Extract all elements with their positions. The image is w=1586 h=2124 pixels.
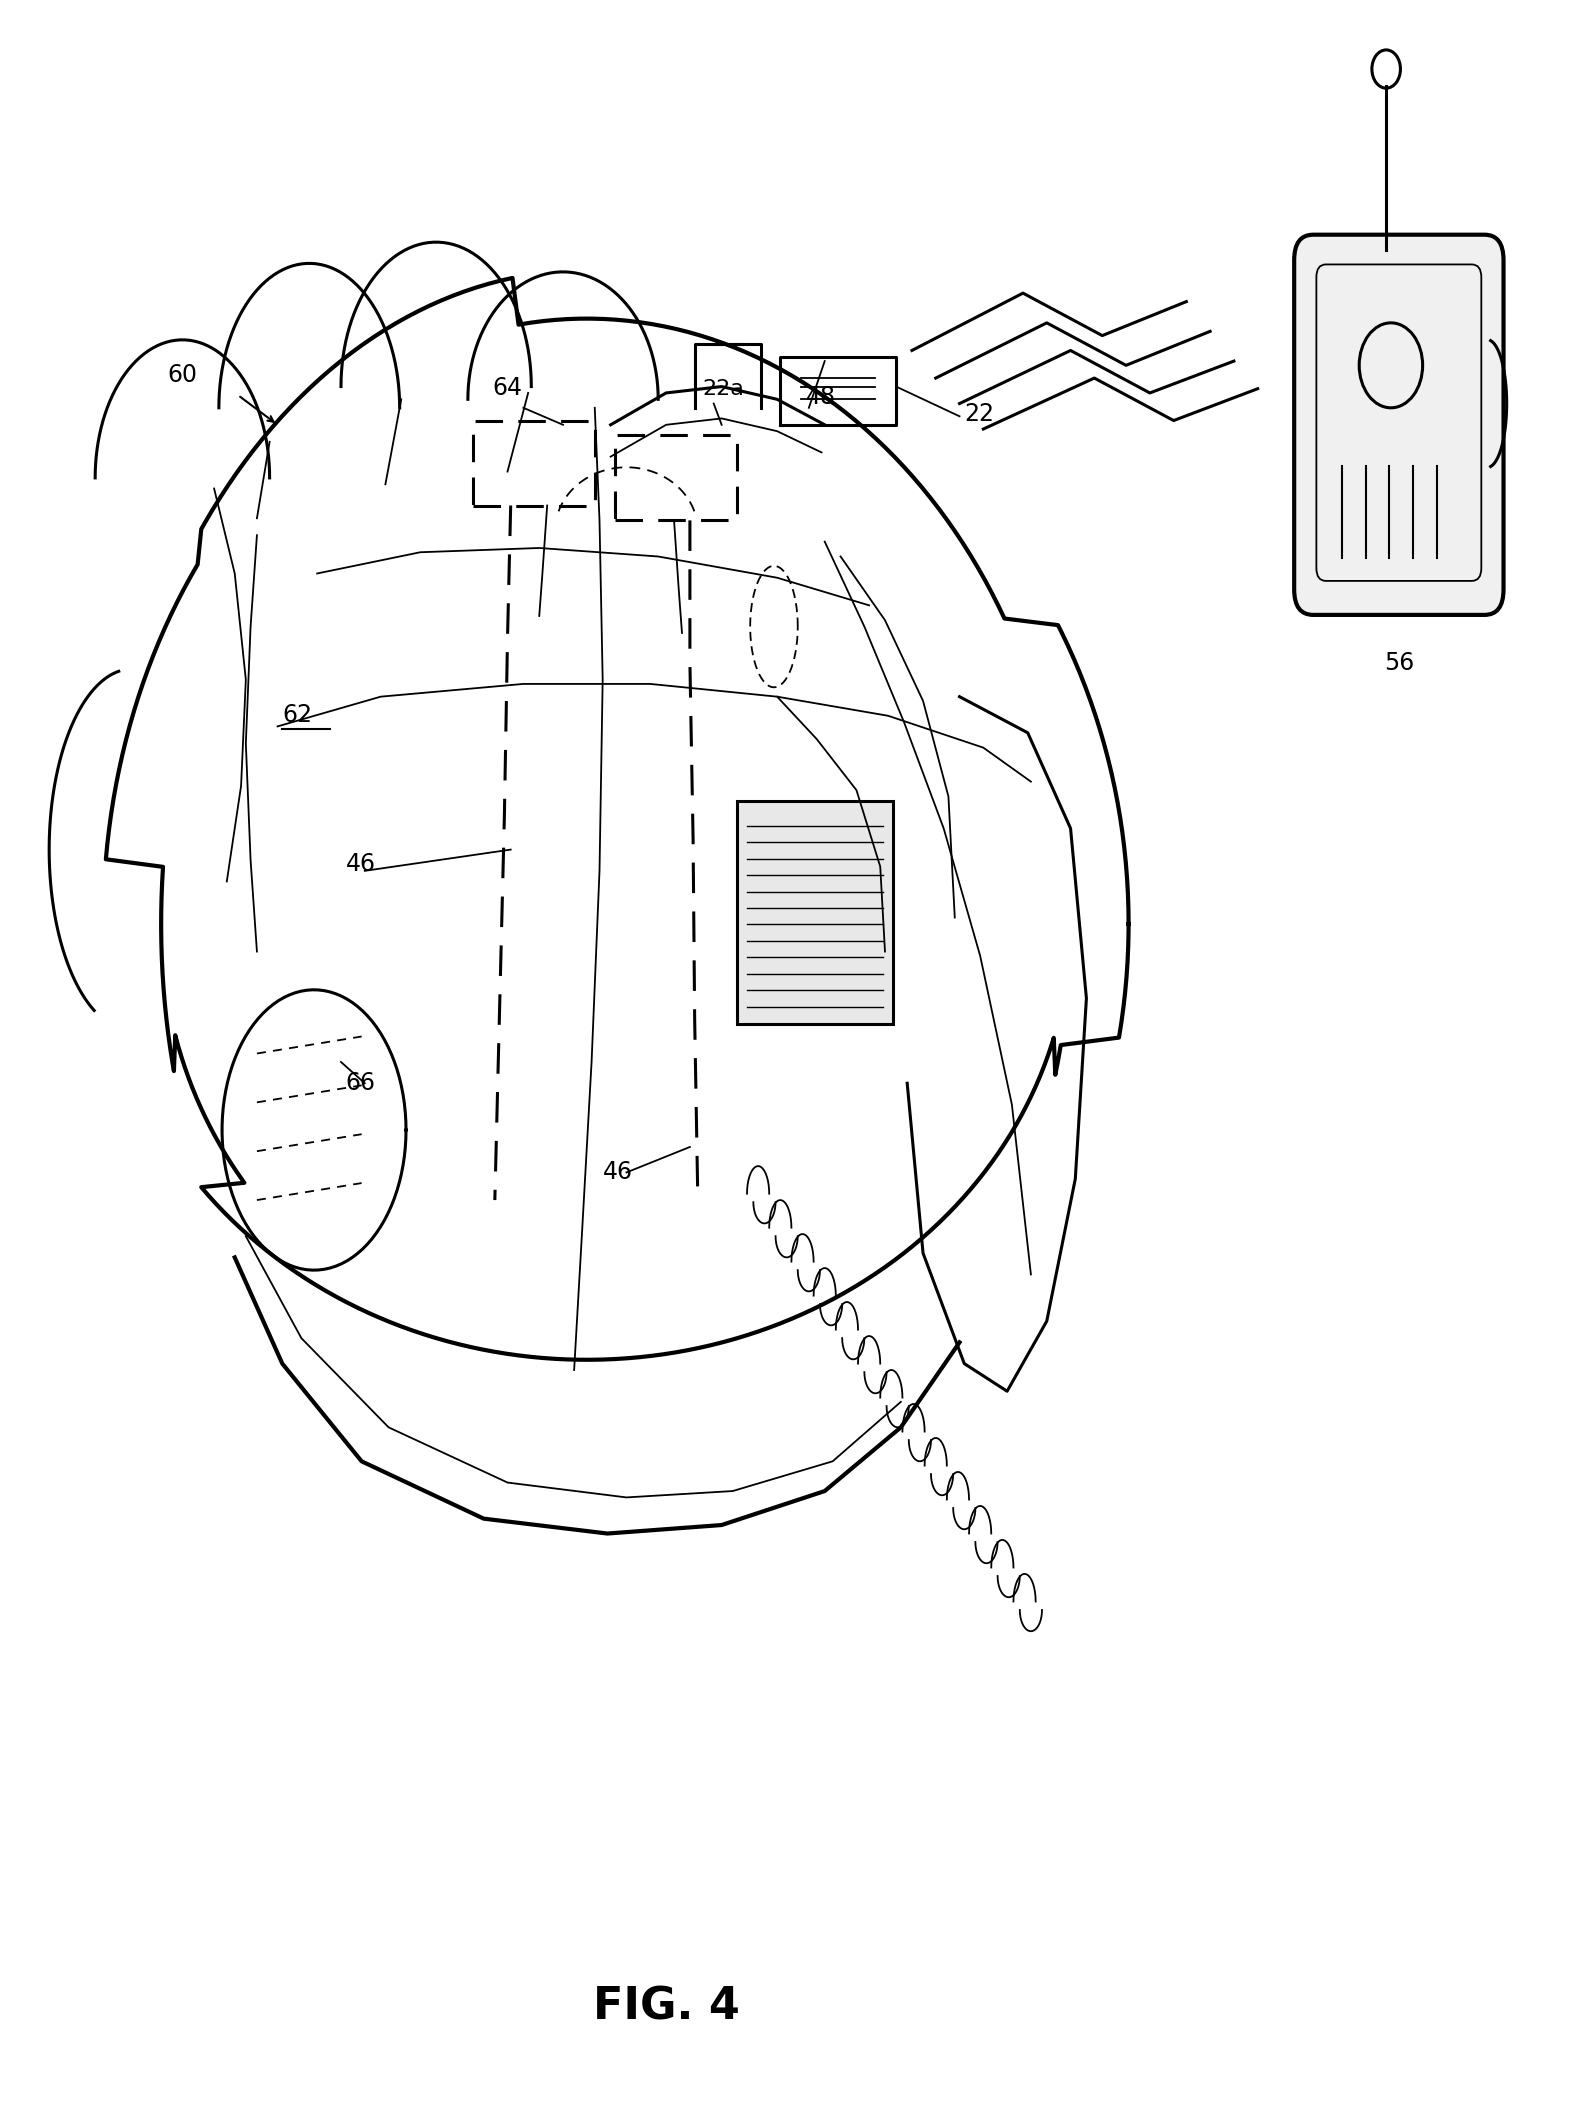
Text: 46: 46 bbox=[346, 852, 376, 875]
Text: 22a: 22a bbox=[703, 378, 744, 399]
FancyBboxPatch shape bbox=[1294, 236, 1504, 616]
Text: 22: 22 bbox=[964, 401, 994, 425]
Text: 60: 60 bbox=[168, 363, 197, 387]
Text: 56: 56 bbox=[1383, 652, 1415, 675]
Text: 64: 64 bbox=[493, 376, 522, 399]
Text: 48: 48 bbox=[806, 384, 836, 408]
Text: 46: 46 bbox=[603, 1160, 633, 1183]
Text: 62: 62 bbox=[282, 703, 312, 726]
Bar bbox=[737, 801, 893, 1024]
Text: 66: 66 bbox=[346, 1070, 376, 1094]
Text: FIG. 4: FIG. 4 bbox=[593, 1986, 739, 2028]
